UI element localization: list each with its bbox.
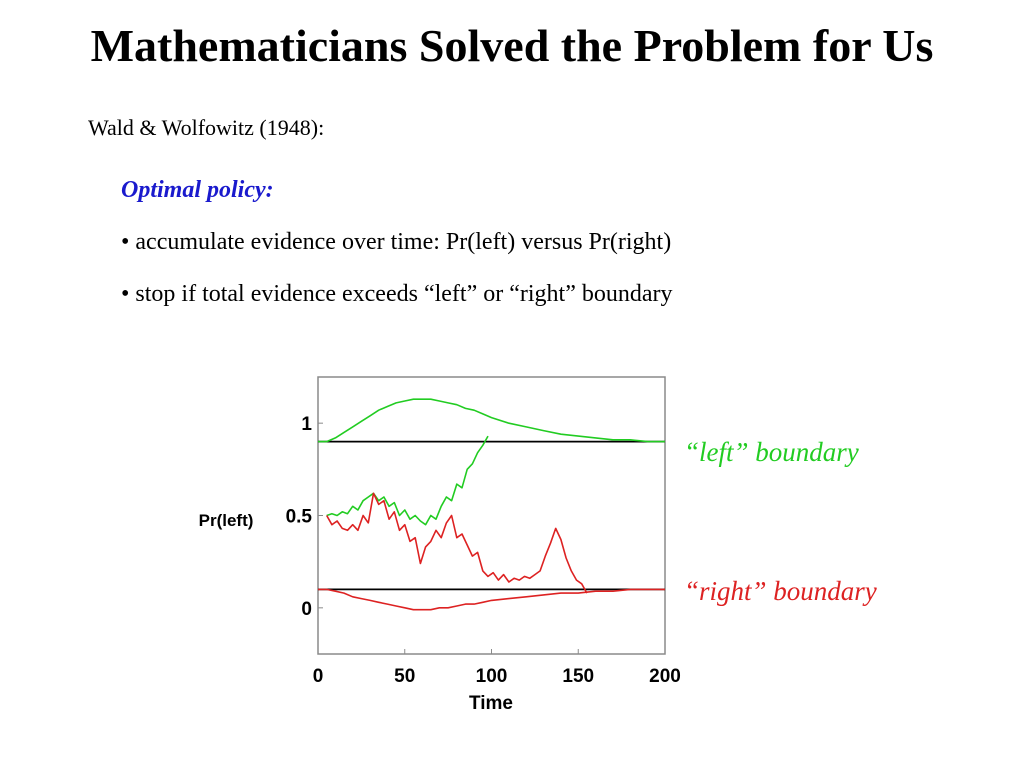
left-boundary-label: “left” boundary (684, 437, 859, 467)
series-line-2 (326, 435, 489, 526)
plot-frame (317, 376, 666, 655)
bullet-accumulate-evidence: • accumulate evidence over time: Pr(left… (121, 229, 672, 255)
x-tick-label: 150 (562, 666, 594, 687)
y-tick-label: 0.5 (286, 507, 313, 528)
y-ticks: 00.51 (286, 414, 323, 620)
y-tick-label: 1 (301, 414, 312, 435)
bullet-stop-boundary: • stop if total evidence exceeds “left” … (121, 281, 673, 307)
y-tick-label: 0 (301, 599, 312, 620)
x-tick-label: 0 (313, 666, 324, 687)
series-layer (318, 398, 665, 611)
x-tick-label: 200 (649, 666, 681, 687)
boundaries-layer (318, 440, 665, 591)
x-tick-label: 100 (476, 666, 508, 687)
slide-title: Mathematicians Solved the Problem for Us (90, 20, 934, 71)
x-tick-label: 50 (394, 666, 415, 687)
policy-heading: Optimal policy: (121, 177, 274, 203)
x-axis-title: Time (469, 693, 513, 714)
x-ticks: 0 50 100 150 200 (313, 649, 681, 687)
y-axis-title: Pr(left) (199, 511, 254, 530)
citation: Wald & Wolfowitz (1948): (88, 115, 325, 140)
series-line-4 (326, 492, 588, 594)
right-boundary-label: “right” boundary (684, 576, 877, 606)
series-line-1 (318, 398, 665, 443)
series-line-3 (318, 588, 665, 611)
